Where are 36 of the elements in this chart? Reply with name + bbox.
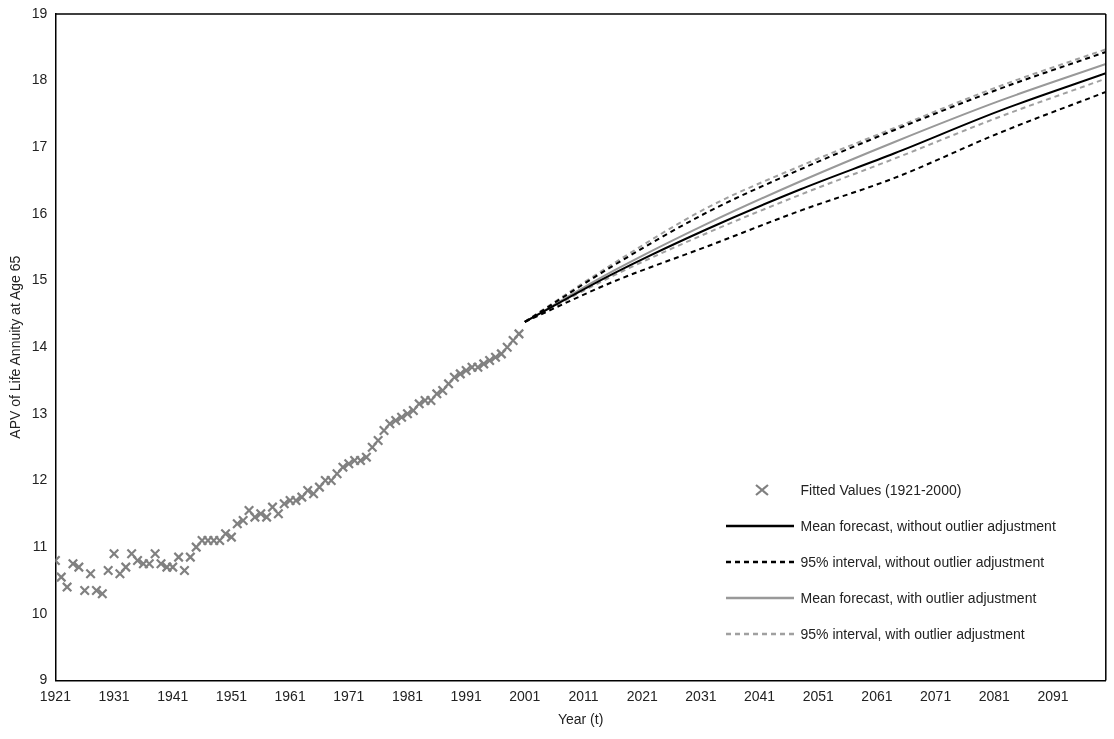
y-tick-label: 19 xyxy=(31,4,48,21)
x-tick-label: 2021 xyxy=(626,687,658,704)
x-tick-label: 2031 xyxy=(685,687,717,704)
x-tick-label: 2071 xyxy=(920,687,952,704)
y-tick-label: 14 xyxy=(31,338,48,355)
x-tick-label: 1941 xyxy=(157,687,189,704)
x-axis-title: Year (t) xyxy=(557,711,604,728)
x-tick-label: 2081 xyxy=(978,687,1011,704)
y-tick-label: 18 xyxy=(31,71,48,88)
y-tick-label: 13 xyxy=(31,404,48,421)
x-tick-label: 1921 xyxy=(39,687,72,704)
x-tick-label: 1991 xyxy=(450,687,482,704)
x-tick-label: 1981 xyxy=(391,687,424,704)
x-tick-label: 2091 xyxy=(1037,687,1069,704)
y-tick-label: 12 xyxy=(31,471,48,488)
y-tick-label: 15 xyxy=(31,271,48,288)
legend-label: 95% interval, without outlier adjustment xyxy=(800,554,1045,571)
y-tick-label: 10 xyxy=(31,604,48,621)
x-tick-label: 1961 xyxy=(274,687,306,704)
y-tick-label: 17 xyxy=(31,138,48,155)
x-tick-label: 1931 xyxy=(98,687,130,704)
x-tick-label: 2011 xyxy=(568,687,599,704)
y-tick-label: 11 xyxy=(32,537,48,554)
legend-label: Mean forecast, with outlier adjustment xyxy=(800,590,1037,607)
y-tick-label: 16 xyxy=(31,204,48,221)
x-tick-label: 2001 xyxy=(509,687,541,704)
y-axis-title: APV of Life Annuity at Age 65 xyxy=(7,255,24,439)
x-tick-label: 2051 xyxy=(802,687,835,704)
x-tick-label: 2061 xyxy=(861,687,893,704)
x-tick-label: 2041 xyxy=(743,687,776,704)
y-tick-label: 9 xyxy=(39,671,48,688)
x-tick-label: 1971 xyxy=(333,687,365,704)
legend-label: Mean forecast, without outlier adjustment xyxy=(800,518,1056,535)
legend-label: Fitted Values (1921-2000) xyxy=(800,482,962,499)
x-tick-label: 1951 xyxy=(215,687,248,704)
legend-label: 95% interval, with outlier adjustment xyxy=(800,626,1025,643)
